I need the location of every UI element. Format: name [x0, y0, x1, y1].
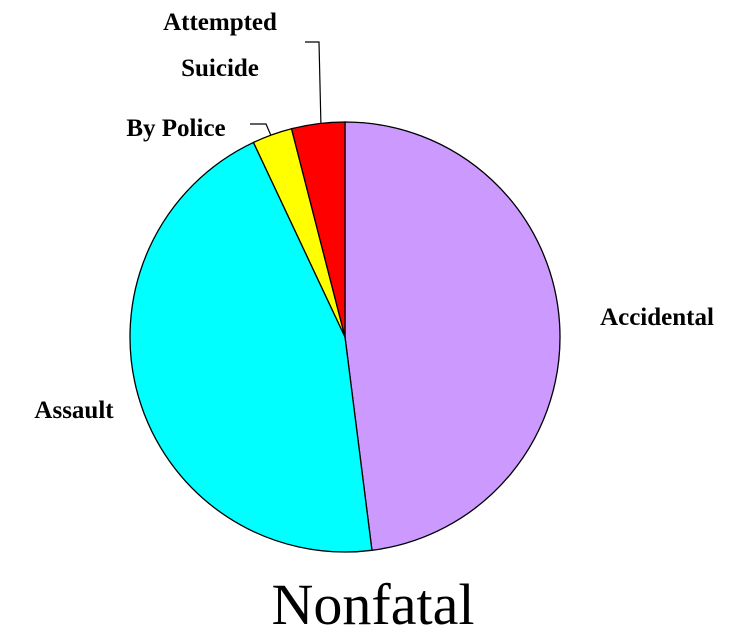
leader-line — [305, 41, 322, 129]
pie-slice — [290, 121, 346, 338]
pie-slice — [129, 141, 373, 553]
slice-label: Attempted Suicide — [163, 9, 277, 82]
slice-label: By Police — [126, 115, 226, 142]
leader-line — [250, 123, 273, 139]
slice-label: Assault — [34, 397, 114, 424]
slice-label: Accidental — [600, 304, 714, 331]
pie-slice — [344, 121, 561, 552]
chart-title: Nonfatal — [271, 572, 475, 637]
